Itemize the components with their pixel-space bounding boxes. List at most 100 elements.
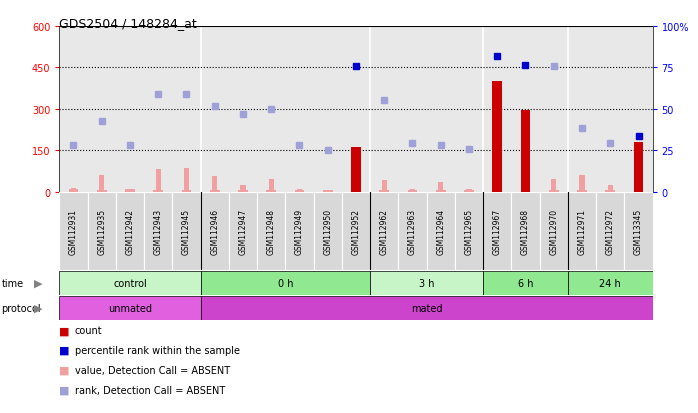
Text: GSM112931: GSM112931 (69, 208, 78, 254)
Bar (636, 191, 641, 192)
Text: count: count (75, 325, 103, 335)
Text: rank, Detection Call = ABSENT: rank, Detection Call = ABSENT (75, 385, 225, 395)
Bar (495, 191, 500, 192)
Bar (313, 192, 342, 271)
Bar (200, 271, 370, 295)
Text: value, Detection Call = ABSENT: value, Detection Call = ABSENT (75, 365, 230, 375)
Bar (353, 176, 359, 192)
Text: 0 h: 0 h (278, 278, 293, 288)
Text: protocol: protocol (1, 303, 41, 313)
Bar (144, 192, 172, 271)
Bar (87, 192, 116, 271)
Text: unmated: unmated (108, 303, 152, 313)
Text: GSM112946: GSM112946 (210, 208, 219, 254)
Text: 24 h: 24 h (600, 278, 621, 288)
Bar (297, 189, 302, 192)
Bar (200, 192, 229, 271)
Text: GSM112971: GSM112971 (577, 208, 586, 254)
Text: GSM112935: GSM112935 (97, 208, 106, 254)
Bar (266, 191, 276, 192)
Bar (97, 191, 107, 192)
Bar (399, 192, 426, 271)
Bar (596, 192, 625, 271)
Bar (342, 192, 370, 271)
Bar (483, 271, 568, 295)
Text: ▶: ▶ (34, 303, 42, 313)
Bar (370, 192, 399, 271)
Bar (382, 181, 387, 192)
Bar (59, 296, 200, 320)
Text: percentile rank within the sample: percentile rank within the sample (75, 345, 239, 355)
Bar (408, 191, 417, 192)
Bar (212, 177, 217, 192)
Bar (568, 271, 653, 295)
Bar (325, 191, 330, 192)
Text: GSM112970: GSM112970 (549, 208, 558, 254)
Text: GSM112947: GSM112947 (239, 208, 248, 254)
Bar (625, 192, 653, 271)
Bar (438, 183, 443, 192)
Text: GSM112972: GSM112972 (606, 208, 615, 254)
Bar (579, 176, 584, 192)
Bar (608, 185, 613, 192)
Text: GSM113345: GSM113345 (634, 208, 643, 254)
Bar (464, 191, 474, 192)
Bar (229, 192, 257, 271)
Bar (184, 169, 189, 192)
Text: GSM112948: GSM112948 (267, 208, 276, 254)
Text: GSM112949: GSM112949 (295, 208, 304, 254)
Text: GSM112968: GSM112968 (521, 208, 530, 254)
Bar (605, 191, 615, 192)
Bar (322, 191, 333, 192)
Bar (523, 156, 528, 192)
Text: time: time (1, 278, 24, 288)
Bar (512, 192, 540, 271)
Text: ■: ■ (59, 385, 70, 395)
Text: GSM112942: GSM112942 (126, 208, 135, 254)
Bar (181, 191, 191, 192)
Bar (370, 271, 483, 295)
Bar (285, 192, 313, 271)
Bar (59, 271, 200, 295)
Bar (521, 111, 530, 192)
Bar (295, 191, 304, 192)
Text: GSM112943: GSM112943 (154, 208, 163, 254)
Text: GSM112952: GSM112952 (352, 208, 360, 254)
Text: 6 h: 6 h (518, 278, 533, 288)
Bar (351, 148, 361, 192)
Bar (483, 192, 512, 271)
Bar (492, 82, 502, 192)
Text: GSM112965: GSM112965 (464, 208, 473, 254)
Bar (540, 192, 568, 271)
Bar (59, 192, 87, 271)
Text: GSM112962: GSM112962 (380, 208, 389, 254)
Text: ■: ■ (59, 345, 70, 355)
Text: ■: ■ (59, 365, 70, 375)
Text: GSM112950: GSM112950 (323, 208, 332, 254)
Bar (128, 189, 133, 192)
Bar (426, 192, 455, 271)
Bar (568, 192, 596, 271)
Bar (200, 296, 653, 320)
Text: mated: mated (411, 303, 443, 313)
Bar (154, 191, 163, 192)
Bar (240, 185, 246, 192)
Bar (455, 192, 483, 271)
Bar (436, 191, 446, 192)
Text: GSM112967: GSM112967 (493, 208, 502, 254)
Bar (634, 142, 644, 192)
Bar (99, 176, 104, 192)
Text: GSM112945: GSM112945 (182, 208, 191, 254)
Bar (238, 191, 248, 192)
Bar (71, 189, 76, 192)
Text: ■: ■ (59, 325, 70, 335)
Bar (156, 170, 161, 192)
Text: GSM112963: GSM112963 (408, 208, 417, 254)
Text: ▶: ▶ (34, 278, 42, 288)
Bar (379, 191, 389, 192)
Bar (410, 189, 415, 192)
Bar (68, 189, 78, 192)
Text: GSM112964: GSM112964 (436, 208, 445, 254)
Bar (125, 190, 135, 192)
Bar (466, 189, 472, 192)
